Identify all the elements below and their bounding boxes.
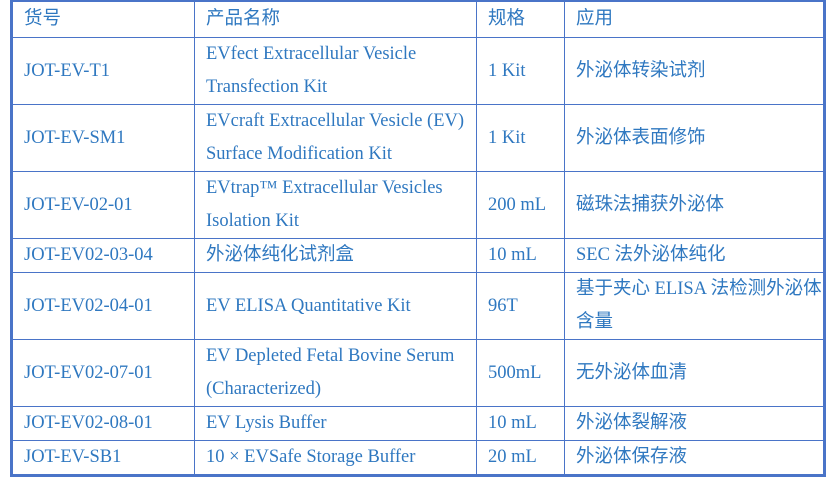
application-cell: SEC 法外泌体纯化 bbox=[564, 238, 823, 273]
product-name-cell: EV Depleted Fetal Bovine Serum (Characte… bbox=[194, 339, 477, 407]
table-row: JOT-EV-T1 EVfect Extracellular Vesicle Tr… bbox=[13, 37, 823, 105]
product-name-cell: EV Lysis Buffer bbox=[194, 406, 477, 441]
specification-cell: 20 mL bbox=[476, 440, 565, 474]
specification-cell: 500mL bbox=[476, 339, 565, 407]
item-number-header: 货号 bbox=[13, 2, 195, 38]
item-number-cell: JOT-EV-02-01 bbox=[13, 171, 195, 239]
table-row: JOT-EV-SB1 10 × EVSafe Storage Buffer 20 m… bbox=[13, 440, 823, 474]
item-number-cell: JOT-EV-SM1 bbox=[13, 104, 195, 172]
item-number-cell: JOT-EV02-04-01 bbox=[13, 272, 195, 340]
table-row: JOT-EV02-04-01 EV ELISA Quantitative Kit 9… bbox=[13, 272, 823, 340]
specification-cell: 1 Kit bbox=[476, 37, 565, 105]
item-number-cell: JOT-EV-SB1 bbox=[13, 440, 195, 474]
item-number-cell: JOT-EV02-07-01 bbox=[13, 339, 195, 407]
application-cell: 无外泌体血清 bbox=[564, 339, 823, 407]
specification-cell: 10 mL bbox=[476, 406, 565, 441]
specification-cell: 96T bbox=[476, 272, 565, 340]
application-cell: 磁珠法捕获外泌体 bbox=[564, 171, 823, 239]
application-cell: 外泌体表面修饰 bbox=[564, 104, 823, 172]
product-name-header: 产品名称 bbox=[194, 2, 477, 38]
table-row: JOT-EV02-08-01 EV Lysis Buffer 10 mL 外泌体裂解液 bbox=[13, 406, 823, 441]
application-cell: 外泌体裂解液 bbox=[564, 406, 823, 441]
header-row: 货号 产品名称 规格 应用 bbox=[13, 2, 823, 38]
table-row: JOT-EV02-03-04 外泌体纯化试剂盒 10 mL SEC 法外泌体纯化 bbox=[13, 238, 823, 273]
table-row: JOT-EV-02-01 EVtrap™ Extracellular Vesicl… bbox=[13, 171, 823, 239]
item-number-cell: JOT-EV02-08-01 bbox=[13, 406, 195, 441]
application-cell: 外泌体保存液 bbox=[564, 440, 823, 474]
table-row: JOT-EV-SM1 EVcraft Extracellular Vesicle … bbox=[13, 104, 823, 172]
item-number-cell: JOT-EV02-03-04 bbox=[13, 238, 195, 273]
table-row: JOT-EV02-07-01 EV Depleted Fetal Bovine S… bbox=[13, 339, 823, 407]
product-name-cell: EVtrap™ Extracellular Vesicles Isolation… bbox=[194, 171, 477, 239]
specification-header: 规格 bbox=[476, 2, 565, 38]
item-number-cell: JOT-EV-T1 bbox=[13, 37, 195, 105]
specification-cell: 1 Kit bbox=[476, 104, 565, 172]
product-name-cell: EVcraft Extracellular Vesicle (EV) Surfa… bbox=[194, 104, 477, 172]
specification-cell: 200 mL bbox=[476, 171, 565, 239]
product-name-cell: 外泌体纯化试剂盒 bbox=[194, 238, 477, 273]
product-table: 货号 产品名称 规格 应用 JOT-EV-T1 EVfect Extracellular … bbox=[13, 2, 823, 474]
specification-cell: 10 mL bbox=[476, 238, 565, 273]
application-header: 应用 bbox=[564, 2, 823, 38]
application-cell: 外泌体转染试剂 bbox=[564, 37, 823, 105]
application-cell: 基于夹心 ELISA 法检测外泌体含量 bbox=[564, 272, 823, 340]
product-name-cell: EVfect Extracellular Vesicle Transfectio… bbox=[194, 37, 477, 105]
product-name-cell: 10 × EVSafe Storage Buffer bbox=[194, 440, 477, 474]
product-name-cell: EV ELISA Quantitative Kit bbox=[194, 272, 477, 340]
product-table-container: 货号 产品名称 规格 应用 JOT-EV-T1 EVfect Extracellular … bbox=[10, 0, 826, 477]
